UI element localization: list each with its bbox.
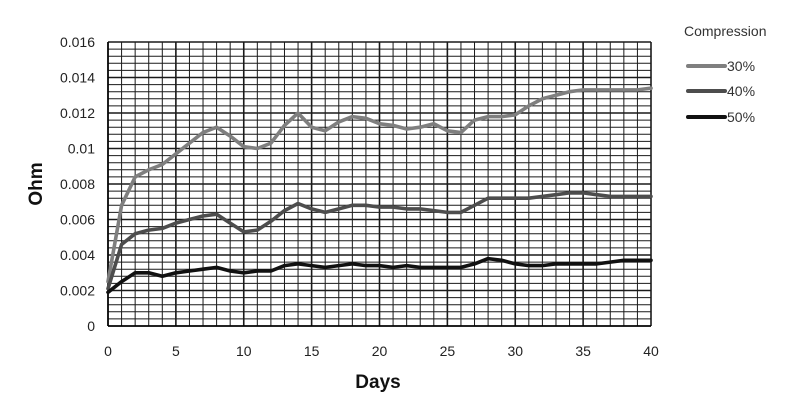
- y-tick-label: 0.004: [60, 247, 95, 263]
- x-tick-label: 15: [304, 343, 320, 359]
- y-tick-label: 0.016: [60, 34, 95, 50]
- y-tick-label: 0: [87, 318, 95, 334]
- series-line-0: [106, 86, 653, 284]
- series-line-1: [106, 191, 653, 291]
- y-tick-label: 0.002: [60, 283, 95, 299]
- legend-label-2: 50%: [727, 109, 755, 125]
- legend-label-0: 30%: [727, 58, 755, 74]
- x-tick-label: 40: [643, 343, 659, 359]
- grid-lines: [107, 41, 652, 327]
- x-tick-label: 5: [172, 343, 180, 359]
- tick-labels: 0 5 10 15 20 25 30 35 40 0 0.002 0.004 0.006 0.008 0.0…: [60, 34, 659, 359]
- y-tick-label: 0.008: [60, 176, 95, 192]
- x-tick-label: 10: [236, 343, 252, 359]
- y-tick-label: 0.01: [68, 141, 95, 157]
- series-line-2: [106, 256, 653, 295]
- x-tick-label: 0: [104, 343, 112, 359]
- y-axis-title: Ohm: [26, 162, 47, 205]
- y-tick-label: 0.006: [60, 212, 95, 228]
- x-axis-title: Days: [355, 372, 400, 393]
- x-tick-label: 35: [575, 343, 591, 359]
- legend-title: Compression: [684, 23, 766, 39]
- legend: Compression 30% 40% 50%: [684, 23, 766, 125]
- y-tick-label: 0.014: [60, 70, 95, 86]
- legend-label-1: 40%: [727, 83, 755, 99]
- series-lines: [106, 86, 653, 295]
- y-tick-label: 0.012: [60, 105, 95, 121]
- x-tick-label: 25: [440, 343, 456, 359]
- x-tick-label: 30: [507, 343, 523, 359]
- x-tick-label: 20: [372, 343, 388, 359]
